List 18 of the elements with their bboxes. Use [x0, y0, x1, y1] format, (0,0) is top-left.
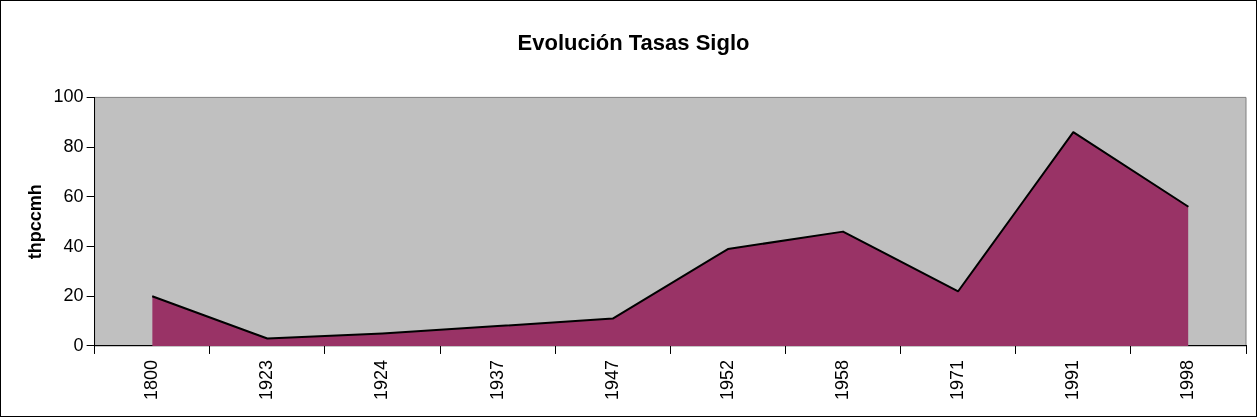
y-tick-label: 0 — [73, 334, 84, 355]
y-tick-label: 20 — [63, 285, 84, 306]
y-tick-label: 80 — [63, 136, 84, 157]
x-tick-label: 1958 — [831, 359, 852, 400]
y-tick-label: 60 — [63, 185, 84, 206]
x-tick-label: 1991 — [1062, 359, 1083, 400]
y-axis-title: thpccmh — [24, 184, 45, 260]
x-tick-label: 1924 — [371, 359, 392, 400]
x-tick-label: 1947 — [601, 359, 622, 400]
x-tick-label: 1971 — [947, 359, 968, 400]
y-tick-label: 100 — [53, 86, 84, 107]
x-tick-label: 1952 — [716, 359, 737, 400]
chart-title: Evolución Tasas Siglo — [517, 30, 750, 56]
x-tick-label: 1937 — [486, 359, 507, 400]
x-tick-label: 1800 — [141, 359, 162, 400]
y-tick-label: 40 — [63, 235, 84, 256]
x-tick-label: 1998 — [1177, 359, 1198, 400]
x-tick-label: 1923 — [256, 359, 277, 400]
